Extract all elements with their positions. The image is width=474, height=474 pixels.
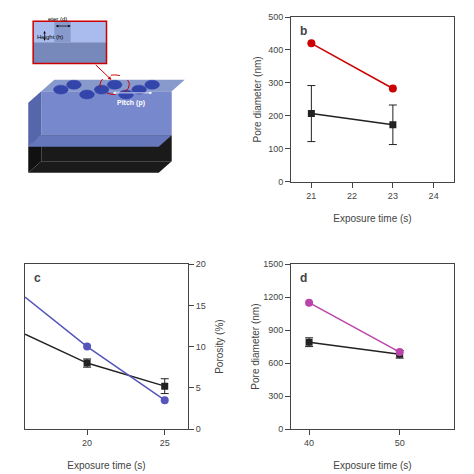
svg-text:300: 300 (268, 391, 283, 401)
svg-text:600: 600 (268, 358, 283, 368)
svg-text:d: d (300, 271, 307, 285)
svg-text:15: 15 (196, 301, 206, 311)
svg-text:Exposure time (s): Exposure time (s) (333, 460, 411, 471)
svg-text:300: 300 (268, 78, 283, 88)
svg-text:Porosity (%): Porosity (%) (214, 319, 225, 373)
svg-text:24: 24 (429, 191, 439, 201)
svg-text:40: 40 (304, 438, 314, 448)
svg-text:10: 10 (196, 342, 206, 352)
svg-text:1200: 1200 (263, 292, 283, 302)
svg-text:23: 23 (388, 191, 398, 201)
svg-text:50: 50 (395, 438, 405, 448)
svg-text:400: 400 (268, 45, 283, 55)
svg-text:21: 21 (306, 191, 316, 201)
svg-text:Pore diameter (nm): Pore diameter (nm) (250, 304, 261, 390)
svg-text:22: 22 (347, 191, 357, 201)
svg-text:25: 25 (160, 438, 170, 448)
svg-text:b: b (300, 24, 307, 38)
svg-text:900: 900 (268, 325, 283, 335)
svg-text:20: 20 (82, 438, 92, 448)
svg-text:eter (d): eter (d) (48, 16, 67, 22)
svg-text:Exposure time (s): Exposure time (s) (67, 460, 145, 471)
svg-text:Pore diameter (nm): Pore diameter (nm) (252, 56, 263, 142)
svg-text:Pitch (p): Pitch (p) (117, 99, 145, 107)
svg-text:0: 0 (278, 177, 283, 187)
svg-text:20: 20 (196, 259, 206, 269)
svg-text:1500: 1500 (263, 259, 283, 269)
svg-text:0: 0 (278, 424, 283, 434)
svg-text:5: 5 (196, 383, 201, 393)
svg-text:200: 200 (268, 111, 283, 121)
svg-text:Exposure time (s): Exposure time (s) (333, 213, 411, 224)
svg-text:c: c (34, 271, 41, 285)
svg-text:0: 0 (196, 424, 201, 434)
svg-text:Height (h): Height (h) (37, 34, 63, 40)
svg-text:100: 100 (268, 144, 283, 154)
svg-text:500: 500 (268, 12, 283, 22)
